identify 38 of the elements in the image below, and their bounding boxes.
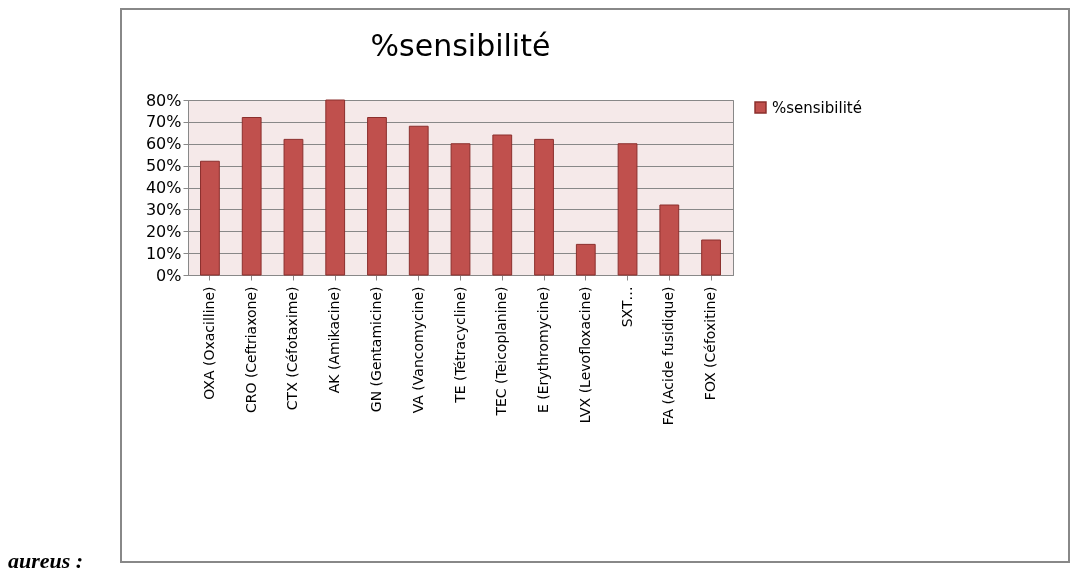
x-tick-label: CTX (Céfotaxime) (284, 286, 301, 411)
bar (492, 134, 513, 276)
text: aureus : (8, 548, 84, 574)
y-tick-label: 0% (156, 265, 182, 285)
bar (408, 125, 429, 276)
x-tick-label: FOX (Céfoxitine) (702, 286, 719, 401)
y-tick-label: 80% (145, 90, 182, 110)
x-tick-label: FA (Acide fusidique) (660, 286, 677, 426)
bar (534, 138, 554, 276)
x-tick-label: TE (Tétracycline) (451, 286, 468, 404)
y-tick-label: 50% (145, 156, 182, 176)
y-tick-label: 60% (145, 134, 182, 154)
bar (241, 117, 262, 276)
x-tick-label: OXA (Oxacilline) (200, 286, 217, 400)
bar (659, 204, 680, 276)
y-tick-label: 70% (145, 112, 182, 132)
y-tick-label: 40% (145, 178, 182, 197)
chart-title: %sensibilité (370, 28, 551, 63)
bar (575, 243, 596, 276)
y-tick-label: 10% (145, 243, 182, 263)
bar (450, 143, 471, 276)
bar (617, 143, 638, 276)
y-tick-label: 20% (145, 221, 182, 241)
bar (283, 138, 304, 276)
legend-label: %sensibilité (772, 98, 862, 117)
bar (701, 239, 721, 276)
bar (367, 117, 387, 276)
bar (325, 99, 346, 276)
x-tick-label: GN (Gentamicine) (367, 286, 384, 413)
x-tick-label: SXT… (618, 286, 635, 328)
x-tick-label: VA (Vancomycine) (409, 286, 426, 414)
bar (200, 160, 220, 276)
x-tick-label: LVX (Levofloxacine) (576, 286, 593, 424)
x-tick-label: AK (Amikacine) (326, 286, 343, 394)
x-tick-label: TEC (Teicoplanine) (493, 286, 510, 417)
x-tick-label: E (Erythromycine) (535, 286, 552, 413)
x-tick-label: CRO (Ceftriaxone) (242, 286, 259, 414)
y-tick-label: 30% (145, 199, 182, 219)
